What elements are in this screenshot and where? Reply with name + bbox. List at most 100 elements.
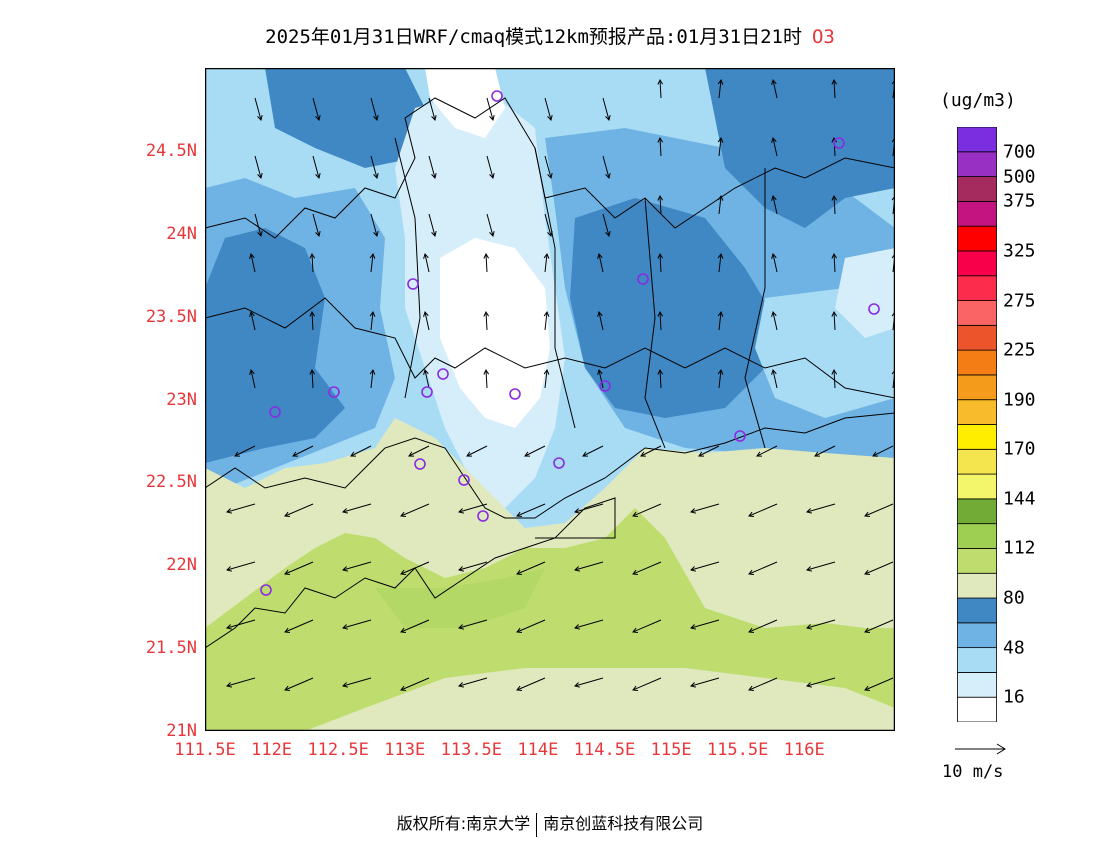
- colorbar: [957, 127, 997, 722]
- wind-arrow: [457, 561, 488, 572]
- colorbar-swatch: [957, 151, 997, 177]
- wind-arrow: [602, 213, 611, 238]
- wind-arrow: [369, 252, 376, 273]
- wind-arrow: [369, 310, 376, 331]
- wind-arrow: [341, 561, 372, 572]
- wind-arrow: [597, 252, 604, 273]
- lon-tick-label: 115E: [650, 740, 692, 760]
- wind-arrow: [831, 78, 838, 99]
- wind-arrow: [831, 194, 838, 215]
- wind-arrow: [225, 503, 256, 514]
- field-region-northwest-80: [265, 68, 425, 168]
- wind-arrow: [486, 213, 495, 238]
- wind-arrow: [632, 677, 662, 691]
- wind-arrow: [284, 677, 314, 691]
- wind-arrow: [483, 252, 490, 273]
- o3-monitor-station-icon: [437, 368, 449, 380]
- o3-monitor-station-icon: [833, 137, 845, 149]
- colorbar-swatch: [957, 200, 997, 227]
- field-region-northeast-80: [705, 68, 895, 228]
- o3-monitor-station-icon: [477, 510, 489, 522]
- lon-tick-label: 116E: [783, 740, 825, 760]
- wind-arrow: [657, 194, 664, 215]
- wind-arrow: [717, 78, 724, 99]
- wind-arrow: [805, 503, 836, 514]
- colorbar-swatch: [957, 275, 997, 301]
- wind-arrow: [689, 561, 720, 572]
- wind-arrow: [689, 619, 720, 630]
- wind-arrow: [249, 368, 256, 389]
- wind-arrow: [486, 97, 495, 122]
- wind-arrow: [831, 310, 838, 331]
- wind-vectors: [225, 78, 895, 691]
- wind-arrow: [717, 252, 724, 273]
- lat-tick-label: 23.5N: [145, 306, 197, 327]
- wind-arrow: [771, 368, 778, 389]
- wind-arrow: [486, 155, 495, 180]
- colorbar-swatch: [957, 523, 997, 549]
- wind-arrow: [748, 561, 778, 575]
- wind-arrow: [632, 619, 662, 633]
- wind-arrow: [717, 310, 724, 331]
- concentration-map: [205, 68, 895, 731]
- colorbar-swatch: [957, 349, 997, 376]
- wind-arrow: [573, 677, 604, 688]
- wind-arrow: [582, 445, 604, 457]
- colorbar-label: 375: [1003, 190, 1036, 212]
- wind-arrow: [524, 445, 546, 457]
- footer-right: 南京创蓝科技有限公司: [543, 814, 704, 833]
- wind-arrow: [657, 310, 664, 331]
- colorbar-swatch: [957, 696, 997, 722]
- wind-arrow: [400, 619, 430, 633]
- wind-arrow: [284, 619, 314, 633]
- lon-tick-label: 113E: [384, 740, 426, 760]
- wind-arrow: [814, 445, 836, 457]
- colorbar-swatch: [957, 672, 997, 698]
- wind-arrow: [292, 445, 314, 457]
- field-region-coast-144: [205, 508, 895, 731]
- colorbar-label: 225: [1003, 339, 1036, 361]
- colorbar-swatch: [957, 498, 997, 525]
- wind-arrow: [483, 368, 490, 389]
- wind-arrow: [717, 194, 724, 215]
- wind-arrow: [640, 445, 662, 457]
- colorbar-swatch: [957, 597, 997, 624]
- colorbar-label: 325: [1003, 240, 1036, 262]
- lat-tick-label: 24.5N: [145, 140, 197, 161]
- wind-arrow: [657, 368, 664, 389]
- wind-arrow: [423, 368, 430, 389]
- colorbar-swatch: [957, 548, 997, 574]
- wind-arrow: [312, 213, 321, 238]
- o3-monitor-station-icon: [509, 388, 521, 400]
- wind-arrow: [657, 78, 664, 99]
- wind-arrow: [602, 97, 611, 122]
- wind-arrow: [602, 155, 611, 180]
- wind-arrow: [254, 213, 263, 238]
- colorbar-swatch: [957, 176, 997, 202]
- colorbar-swatch: [957, 300, 997, 326]
- colorbar-swatch: [957, 225, 997, 252]
- colorbar-swatch: [957, 374, 997, 401]
- monitor-stations: [260, 90, 880, 596]
- wind-arrow: [457, 677, 488, 688]
- colorbar-label: 700: [1003, 141, 1036, 163]
- wind-arrow: [234, 445, 256, 457]
- wind-arrow: [400, 677, 430, 691]
- wind-arrow: [254, 97, 263, 122]
- colorbar-swatch: [957, 448, 997, 475]
- wind-arrow: [309, 310, 316, 331]
- wind-arrow: [771, 310, 778, 331]
- o3-monitor-station-icon: [637, 273, 649, 285]
- o3-monitor-station-icon: [260, 584, 272, 596]
- wind-arrow: [400, 503, 430, 517]
- wind-arrow: [717, 368, 724, 389]
- wind-arrow: [457, 619, 488, 630]
- title-main: 2025年01月31日WRF/cmaq模式12km预报产品:01月31日21时: [265, 26, 802, 48]
- colorbar-label: 16: [1003, 686, 1025, 708]
- wind-arrow: [698, 445, 720, 457]
- footer-left: 版权所有:南京大学: [396, 814, 531, 833]
- field-region-central-0: [440, 238, 550, 428]
- o3-monitor-station-icon: [269, 406, 281, 418]
- wind-arrow: [284, 503, 314, 517]
- wind-arrow: [249, 310, 256, 331]
